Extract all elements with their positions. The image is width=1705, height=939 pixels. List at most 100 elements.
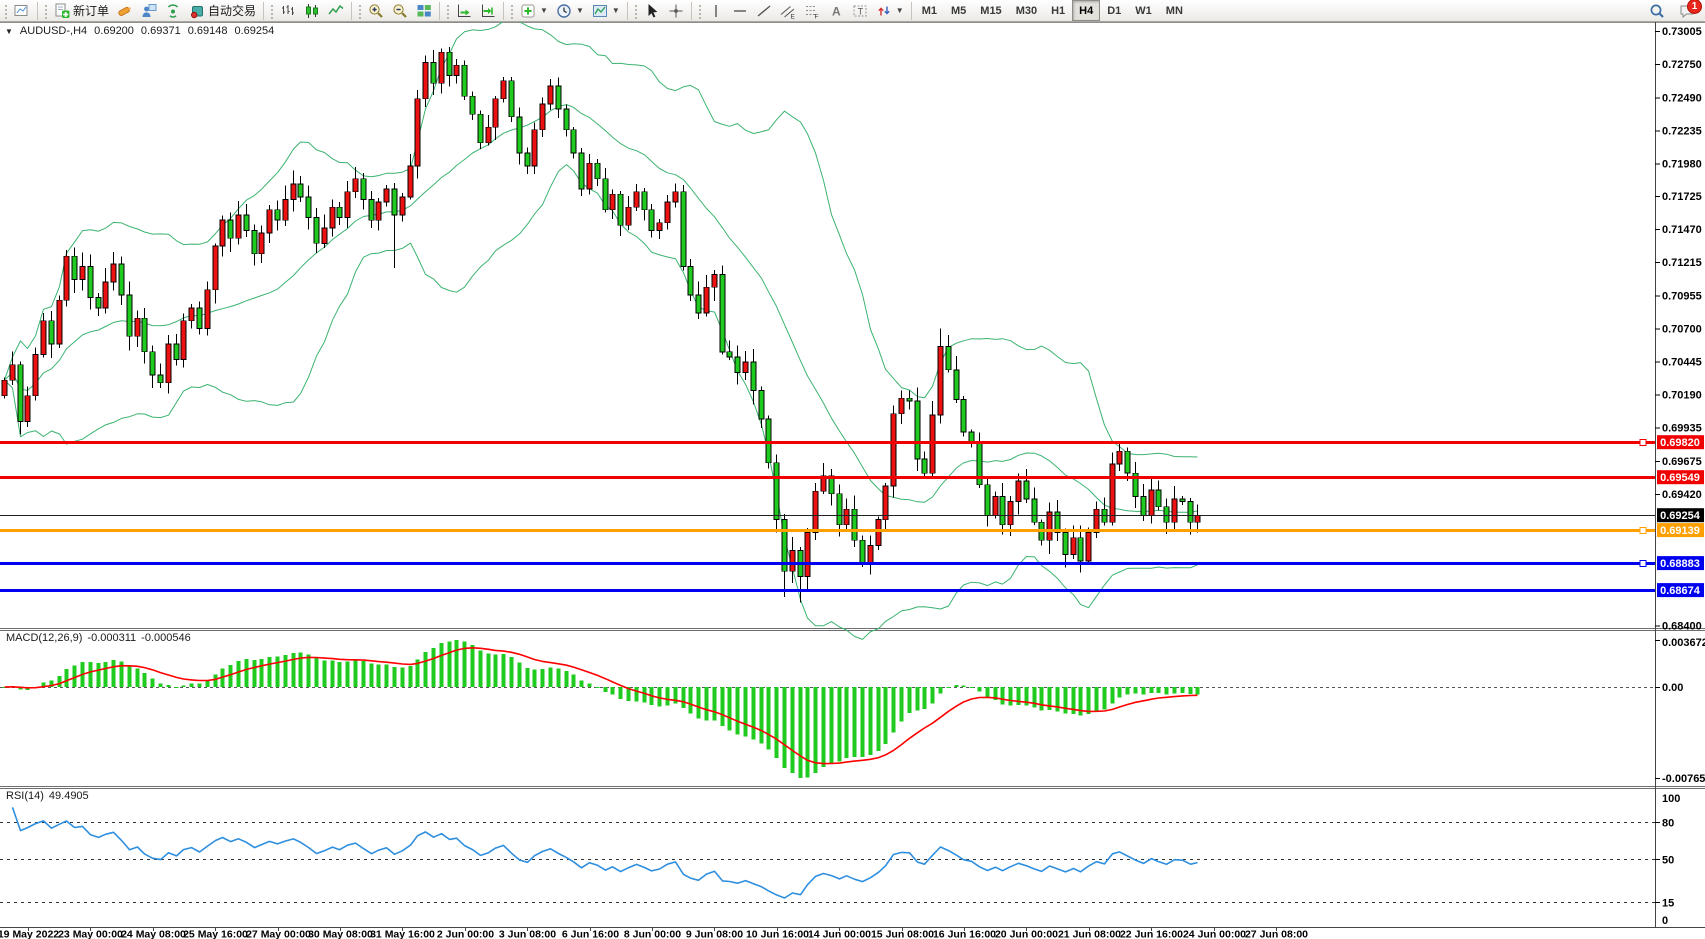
toolbar-separator [690,1,692,20]
timeframe-m5-button[interactable]: M5 [951,4,967,17]
svg-text:9 Jun 08:00: 9 Jun 08:00 [686,929,743,939]
chevron-down-icon: ▼ [575,6,584,15]
svg-text:0: 0 [1662,915,1668,927]
svg-text:0.69254: 0.69254 [1660,510,1701,522]
equidistant-channel-button[interactable]: E [776,0,800,21]
svg-text:30 May 08:00: 30 May 08:00 [308,929,373,939]
chart-shift-button[interactable] [476,0,500,21]
svg-text:10 Jun 16:00: 10 Jun 16:00 [746,929,809,939]
new-order-label: 新订单 [73,4,110,18]
svg-text:19 May 2022: 19 May 2022 [0,929,59,939]
candlestick-chart-button[interactable] [300,0,324,21]
svg-text:T: T [857,6,863,16]
svg-text:21 Jun 08:00: 21 Jun 08:00 [1058,929,1121,939]
textT-icon: T [853,5,867,16]
svg-text:0.00: 0.00 [1662,682,1683,694]
timeframe-m15-button[interactable]: M15 [980,4,1002,17]
svg-text:15: 15 [1662,898,1674,910]
zoom-in-button[interactable] [364,0,388,21]
svg-text:0.003672: 0.003672 [1662,637,1705,649]
svg-text:0.69935: 0.69935 [1662,422,1702,434]
horizontal-line-button[interactable] [728,0,752,21]
text-button[interactable]: A [824,0,848,21]
periods-menu-button[interactable]: ▼ [552,0,588,21]
toolbar-grip [509,2,515,19]
tile-windows-button[interactable] [412,0,436,21]
arrows-button[interactable]: ▼ [872,0,908,21]
toolbar: 新订单 自动交易 ▼ ▼ ▼ E F A T ▼ M1 M5 M15 M30 H1 H4 D1 W1 MN 1 [0,0,1705,22]
signals-button[interactable] [161,0,185,21]
svg-text:0.71470: 0.71470 [1662,224,1702,236]
toolbar-grip [632,2,638,19]
svg-text:27 Jun 08:00: 27 Jun 08:00 [1245,929,1308,939]
svg-text:0.70445: 0.70445 [1662,356,1702,368]
svg-text:0.72235: 0.72235 [1662,125,1702,137]
toolbar-grip [43,2,48,19]
vertical-line-button[interactable] [704,0,728,21]
bar-chart-button[interactable] [276,0,300,21]
tiles-icon [417,4,431,16]
bollinger-bands [4,19,1198,640]
autotrading-button[interactable]: 自动交易 [185,0,260,21]
cursor-button[interactable] [640,0,664,21]
channel-icon: E [780,5,795,19]
svg-text:0.72490: 0.72490 [1662,92,1702,104]
svg-text:8 Jun 00:00: 8 Jun 00:00 [624,929,681,939]
timeframe-mn-button[interactable]: MN [1165,4,1183,17]
toolbar-grip [3,2,8,19]
timeframe-d1-button[interactable]: D1 [1107,4,1122,17]
search-icon [1650,4,1664,18]
svg-text:0.70190: 0.70190 [1662,389,1702,401]
timeframe-m30-button[interactable]: M30 [1015,4,1038,17]
toolbar-grip [696,2,702,19]
templates-menu-button[interactable]: ▼ [588,0,624,21]
fibonacci-retracement-button[interactable]: F [800,0,824,21]
toolbar-separator [351,1,353,20]
svg-text:25 May 16:00: 25 May 16:00 [183,929,248,939]
vline-icon [715,4,717,17]
timeframe-w1-button[interactable]: W1 [1135,4,1152,17]
chat-button[interactable]: 1 [1675,0,1702,21]
textA-icon: A [832,4,841,18]
svg-text:27 May 00:00: 27 May 00:00 [246,929,311,939]
horizontal-line-objects[interactable] [0,439,1655,592]
rsi-pane: 80 50 15 100 0 [0,793,1680,927]
crayon-icon [118,6,132,16]
cursor-icon [648,3,658,17]
timeframe-m1-button[interactable]: M1 [921,4,937,17]
text-label-button[interactable]: T [848,0,872,21]
timeframe-h1-button[interactable]: H1 [1051,4,1066,17]
zoom-out-button[interactable] [388,0,412,21]
svg-text:0.69139: 0.69139 [1660,525,1700,537]
new-order-button[interactable]: 新订单 [50,0,113,21]
trendline-button[interactable] [752,0,776,21]
svg-text:A: A [832,4,841,18]
auto-scroll-button[interactable] [452,0,476,21]
svg-text:80: 80 [1662,818,1674,830]
search-button[interactable] [1645,0,1669,21]
person-icon [142,3,157,17]
price-axis: 0.73005 0.72750 0.72490 0.72235 0.71980 0.717… [1655,26,1704,633]
svg-text:6 Jun 16:00: 6 Jun 16:00 [562,929,619,939]
crosshair-button[interactable] [664,0,688,21]
svg-text:3 Jun 08:00: 3 Jun 08:00 [499,929,556,939]
marker-pen-button[interactable] [113,0,137,21]
svg-text:14 Jun 00:00: 14 Jun 00:00 [808,929,871,939]
fibo-icon: F [805,5,818,19]
chevron-down-icon: ▼ [895,6,904,15]
indicators-menu-button[interactable]: ▼ [516,0,552,21]
svg-text:0.69549: 0.69549 [1660,472,1700,484]
toolbar-separator [503,1,505,20]
svg-text:15 Jun 08:00: 15 Jun 08:00 [871,929,934,939]
toolbar-grip [269,2,275,19]
autoscroll-icon [458,4,471,17]
svg-text:F: F [814,13,818,19]
line-chart-button[interactable] [324,0,348,21]
metaeditor-button[interactable] [137,0,161,21]
svg-text:20 Jun 00:00: 20 Jun 00:00 [995,929,1058,939]
timeframe-h4-button[interactable]: H4 [1072,0,1101,21]
template-icon [592,4,607,17]
new-chart-button[interactable] [10,0,34,21]
